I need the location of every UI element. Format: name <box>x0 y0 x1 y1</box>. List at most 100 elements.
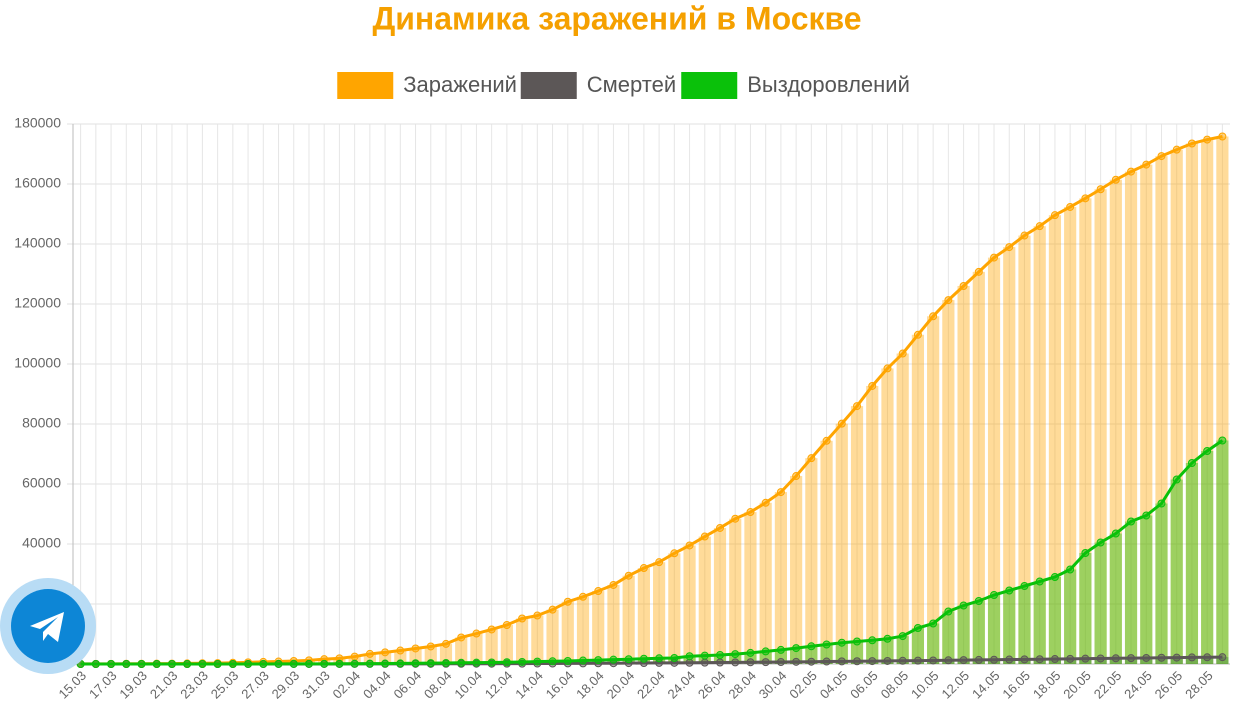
x-tick-label: 16.05 <box>999 668 1033 702</box>
bar <box>1124 171 1138 664</box>
x-tick-label: 25.03 <box>208 668 242 702</box>
x-tick-label: 04.05 <box>817 668 851 702</box>
bar <box>896 353 909 664</box>
point <box>853 637 862 646</box>
bar <box>470 633 483 664</box>
x-tick-label: 16.04 <box>543 668 577 702</box>
point <box>167 660 176 668</box>
point <box>563 657 572 665</box>
point <box>244 659 253 668</box>
point <box>1111 529 1120 538</box>
bar <box>972 601 985 664</box>
line <box>80 135 1223 666</box>
chart-title: Динамика заражений в Москве <box>372 0 861 36</box>
y-tick-label: 100000 <box>14 355 61 371</box>
bar <box>1155 156 1168 664</box>
point <box>1020 582 1029 590</box>
bar <box>576 596 590 664</box>
bar <box>1094 542 1107 664</box>
point <box>716 651 725 659</box>
point <box>441 658 450 667</box>
bar <box>759 502 772 664</box>
bar <box>790 476 803 664</box>
point <box>1187 139 1196 148</box>
point <box>122 660 131 668</box>
point <box>1096 185 1105 194</box>
point <box>929 312 938 321</box>
bar <box>1033 226 1046 664</box>
point <box>365 659 374 668</box>
point <box>974 267 983 276</box>
point <box>776 488 785 497</box>
point <box>91 660 100 668</box>
x-tick-label: 31.03 <box>299 668 333 702</box>
point <box>1172 145 1181 154</box>
point <box>837 657 846 666</box>
point <box>1187 459 1196 467</box>
point <box>685 652 694 661</box>
telegram-button[interactable] <box>0 578 96 674</box>
point <box>883 634 892 643</box>
point <box>670 654 679 662</box>
button-circle[interactable] <box>11 589 85 663</box>
bar <box>1064 569 1077 664</box>
bar <box>1048 577 1062 664</box>
point <box>990 253 999 262</box>
point <box>1127 167 1136 176</box>
x-tick-label: 18.04 <box>573 668 607 702</box>
bar <box>561 601 574 664</box>
legend-label: Выздоровлений <box>747 72 910 97</box>
point <box>578 656 587 665</box>
point <box>594 587 603 596</box>
point <box>548 657 557 666</box>
point <box>990 591 999 599</box>
point <box>746 508 755 517</box>
y-tick-label: 160000 <box>14 175 61 191</box>
point <box>411 659 420 668</box>
point <box>624 571 633 580</box>
bar <box>516 618 529 664</box>
point <box>1096 538 1105 547</box>
bar <box>866 640 879 664</box>
point <box>731 514 740 523</box>
point <box>426 642 435 651</box>
bar <box>1079 198 1092 664</box>
point <box>350 652 359 661</box>
bar <box>1155 503 1168 664</box>
point <box>320 659 329 668</box>
point <box>837 419 846 428</box>
x-tick-label: 15.03 <box>56 668 90 702</box>
bar <box>394 650 407 664</box>
point <box>533 611 542 620</box>
point <box>655 558 664 567</box>
bar <box>1003 247 1016 664</box>
x-tick-label: 27.03 <box>238 668 272 702</box>
x-tick-label: 29.03 <box>269 668 303 702</box>
point <box>716 658 725 667</box>
point <box>1035 222 1044 231</box>
point <box>502 620 511 629</box>
point <box>685 541 694 550</box>
point <box>1066 202 1075 211</box>
x-tick-label: 24.04 <box>664 668 698 702</box>
point <box>381 648 390 657</box>
bar <box>835 642 848 664</box>
point <box>746 648 755 657</box>
legend-swatch <box>337 72 394 99</box>
bar <box>957 605 970 664</box>
bar <box>850 406 864 664</box>
point <box>913 330 922 339</box>
bar <box>653 562 666 664</box>
bar <box>1185 143 1199 664</box>
y-tick-label: 120000 <box>14 295 61 311</box>
bar <box>820 440 833 664</box>
point <box>548 605 557 614</box>
x-tick-label: 22.04 <box>634 668 668 702</box>
point <box>1035 655 1044 664</box>
point <box>1157 653 1166 662</box>
x-tick-label: 20.05 <box>1060 668 1094 702</box>
bar <box>896 636 909 664</box>
point <box>1111 175 1120 184</box>
point <box>639 564 648 573</box>
